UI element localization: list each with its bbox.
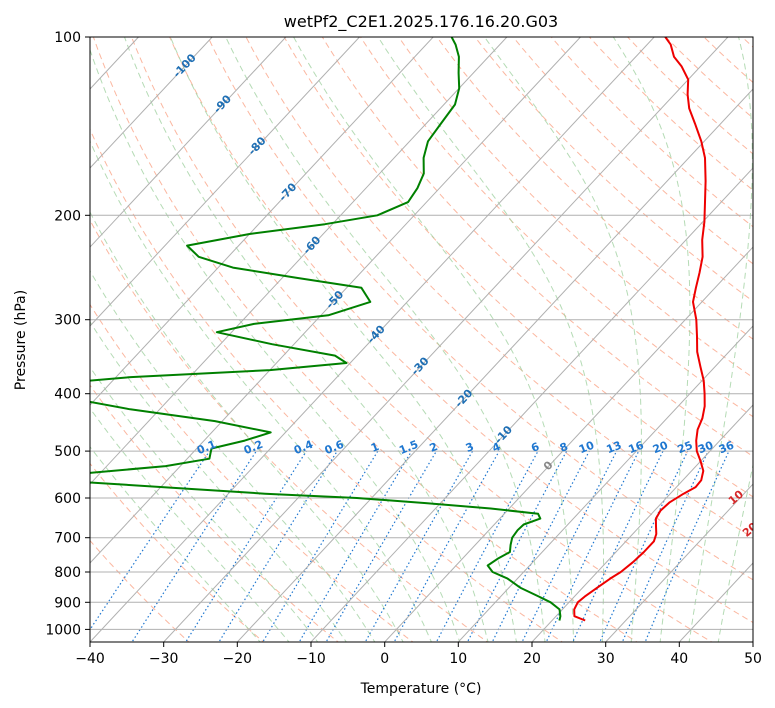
mixing-ratio-label: 20 — [651, 438, 670, 456]
x-tick-label: 30 — [597, 651, 615, 667]
temperature-series-line — [573, 37, 707, 622]
isotherm-line — [384, 246, 753, 642]
y-tick-label: 200 — [54, 208, 81, 224]
isotherm-line — [90, 37, 360, 327]
isotherm-line — [310, 167, 753, 642]
mixing-ratio-line — [218, 450, 338, 642]
isotherm-line — [163, 37, 729, 642]
mixing-ratio-label: 25 — [676, 439, 695, 457]
isotherm-line — [605, 483, 753, 642]
isotherm-line — [90, 37, 213, 169]
x-tick-label: −20 — [223, 651, 253, 667]
y-axis-label: Pressure (hPa) — [13, 290, 29, 390]
isotherm-line — [90, 37, 287, 248]
y-tick-label: 300 — [54, 313, 81, 329]
mixing-ratio-label: 36 — [717, 438, 736, 456]
sounding-series — [90, 37, 707, 622]
y-tick-label: 1000 — [45, 622, 81, 638]
x-tick-label: −10 — [296, 651, 326, 667]
dewpoint-series-line — [90, 37, 562, 621]
x-tick-label: 50 — [744, 651, 762, 667]
mixing-ratio-label: 1 — [369, 440, 381, 455]
isotherm-line — [531, 404, 753, 642]
y-tick-label: 500 — [54, 444, 81, 460]
y-axis-ticks: 100 200 300 400 500 600 700 800 900 1000 — [45, 30, 90, 638]
mixing-ratio-label: 16 — [627, 438, 646, 456]
mixing-ratio-label: 8 — [558, 440, 570, 455]
moist-adiabat-line — [90, 140, 432, 642]
y-tick-label: 400 — [54, 387, 81, 403]
x-tick-label: 10 — [449, 651, 467, 667]
x-tick-label: 40 — [670, 651, 688, 667]
mixing-ratio-line — [90, 450, 211, 631]
mixing-ratio-label: 10 — [577, 438, 596, 456]
mixing-ratio-line — [435, 450, 539, 642]
dry-adiabat-line — [245, 37, 753, 539]
y-tick-label: 700 — [54, 531, 81, 547]
plot-area: 0.1 0.2 0.4 0.6 1 1.5 2 3 4 6 8 10 13 16 20 25 30 36-100-… — [90, 37, 753, 642]
mixing-ratio-line — [325, 450, 437, 642]
y-tick-label: 100 — [54, 30, 81, 46]
mixing-ratio-label: 30 — [696, 438, 715, 456]
isotherm-line — [90, 37, 655, 642]
dry-adiabat-line — [436, 37, 753, 340]
dry-adiabat-line — [207, 37, 753, 581]
mixing-ratio-label: 13 — [604, 439, 623, 457]
x-tick-label: −30 — [149, 651, 179, 667]
mixing-ratio-lines — [90, 450, 730, 642]
isotherm-line — [90, 37, 434, 406]
x-tick-label: −40 — [75, 651, 105, 667]
chart-title: wetPf2_C2E1.2025.176.16.20.G03 — [284, 12, 558, 32]
mixing-ratio-line — [466, 450, 568, 642]
isotherm-line — [90, 37, 581, 564]
x-tick-label: 20 — [523, 651, 541, 667]
x-axis-ticks: −40 −30 −20 −10 0 10 20 30 40 50 — [75, 642, 762, 667]
plot-frame — [89, 36, 754, 643]
isotherms — [90, 37, 753, 642]
mixing-ratio-label: 3 — [464, 440, 476, 455]
mixing-ratio-line — [572, 450, 664, 642]
isotherm-line — [90, 37, 508, 485]
mixing-ratio-line — [599, 450, 689, 642]
x-axis-label: Temperature (°C) — [360, 681, 482, 697]
mixing-ratio-line — [131, 450, 257, 642]
x-tick-label: 0 — [380, 651, 389, 667]
mixing-ratio-line — [298, 450, 413, 642]
isotherm-line — [236, 88, 753, 642]
y-tick-label: 900 — [54, 595, 81, 611]
mixing-ratio-label: 2 — [428, 440, 440, 455]
y-tick-label: 800 — [54, 565, 81, 581]
y-tick-label: 600 — [54, 491, 81, 507]
isotherm-line — [457, 325, 753, 642]
